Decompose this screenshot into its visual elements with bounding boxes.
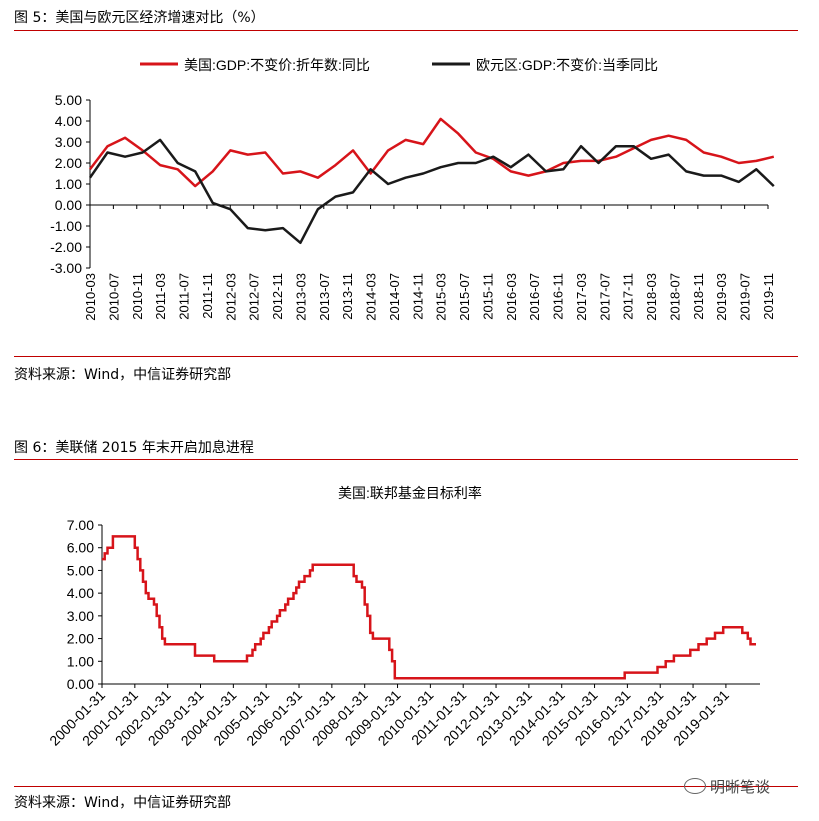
figure-5-source: 资料来源：Wind，中信证券研究部 [14, 367, 232, 383]
fed-rate-step-line [102, 535, 756, 680]
x-tick-label: 2017-07 [597, 273, 612, 321]
x-tick-label: 2010-11 [130, 273, 145, 320]
x-tick-label: 2018-11 [691, 273, 706, 320]
x-tick-label: 2011-11 [200, 273, 215, 319]
y-tick-label: 2.00 [55, 155, 82, 171]
x-tick-label: 2012-03 [223, 273, 238, 321]
y-tick-label: 2.00 [67, 631, 94, 647]
x-tick-label: 2012-07 [247, 273, 262, 321]
figure-6-top-rule [14, 459, 798, 460]
y-tick-label: -3.00 [50, 260, 82, 276]
x-tick-label: 2017-11 [621, 273, 636, 320]
series-line-0 [89, 117, 775, 188]
y-tick-label: 6.00 [67, 540, 94, 556]
x-tick-label: 2016-07 [527, 273, 542, 321]
x-tick-label: 2014-07 [387, 273, 402, 321]
figure-6-source: 资料来源：Wind，中信证券研究部 [14, 795, 232, 811]
x-tick-label: 2013-07 [317, 273, 332, 321]
x-tick-label: 2016-11 [551, 273, 566, 320]
x-tick-label: 2014-03 [364, 273, 379, 321]
y-tick-label: 3.00 [67, 608, 94, 624]
y-tick-label: 7.00 [67, 517, 94, 533]
y-tick-label: -2.00 [50, 239, 82, 255]
watermark: 明晰笔谈 [684, 776, 770, 797]
watermark-text: 明晰笔谈 [710, 778, 771, 796]
x-tick-label: 2018-03 [644, 273, 659, 321]
x-tick-label: 2016-03 [504, 273, 519, 321]
legend-label: 欧元区:GDP:不变价:当季同比 [476, 57, 658, 73]
y-tick-label: 0.00 [67, 676, 94, 692]
x-tick-label: 2019-03 [714, 273, 729, 321]
y-tick-label: 5.00 [67, 562, 94, 578]
x-tick-label: 2012-11 [270, 273, 285, 320]
x-tick-label: 2015-03 [434, 273, 449, 321]
x-tick-label: 2015-11 [480, 273, 495, 320]
x-tick-label: 2010-07 [106, 273, 121, 321]
x-tick-label: 2015-07 [457, 273, 472, 321]
figure-5-title: 图 5：美国与欧元区经济增速对比（%） [14, 10, 265, 26]
figure-6-bottom-rule [14, 786, 798, 787]
x-tick-label: 2017-03 [574, 273, 589, 321]
chart-title: 美国:联邦基金目标利率 [338, 485, 482, 501]
y-tick-label: 1.00 [55, 176, 82, 192]
y-tick-label: 5.00 [55, 92, 82, 108]
y-tick-label: 0.00 [55, 197, 82, 213]
figure-5-top-rule [14, 30, 798, 31]
y-tick-label: 1.00 [67, 653, 94, 669]
x-tick-label: 2011-07 [177, 273, 192, 320]
x-tick-label: 2013-11 [340, 273, 355, 320]
x-tick-label: 2010-03 [83, 273, 98, 321]
x-tick-label: 2019-11 [761, 273, 776, 320]
y-tick-label: 3.00 [55, 134, 82, 150]
chat-bubble-icon [684, 778, 706, 794]
x-tick-label: 2019-07 [738, 273, 753, 321]
y-tick-label: 4.00 [67, 585, 94, 601]
x-tick-label: 2013-03 [293, 273, 308, 321]
x-tick-label: 2011-03 [153, 273, 168, 320]
y-tick-label: -1.00 [50, 218, 82, 234]
y-tick-label: 4.00 [55, 113, 82, 129]
figure-6-title: 图 6：美联储 2015 年末开启加息进程 [14, 440, 254, 456]
figure-5-bottom-rule [14, 356, 798, 357]
series-line-1 [88, 138, 775, 245]
x-tick-label: 2018-07 [667, 273, 682, 321]
legend-label: 美国:GDP:不变价:折年数:同比 [184, 57, 370, 73]
x-tick-label: 2014-11 [410, 273, 425, 320]
